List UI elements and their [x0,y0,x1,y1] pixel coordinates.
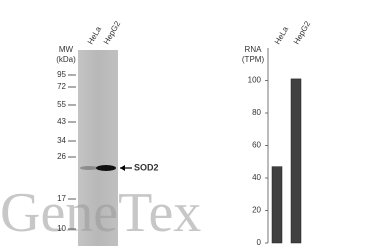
bar [290,78,302,244]
y-axis-label: RNA [245,45,263,54]
x-tick-label: HeLa [273,25,291,47]
mw-marker-label: 26 [57,152,66,161]
y-axis-label: (TPM) [242,55,265,64]
y-tick-label: 60 [252,141,261,150]
y-tick-label: 0 [257,238,262,247]
y-tick-label: 80 [252,108,261,117]
mw-marker-label: 34 [57,136,66,145]
mw-label: MW [59,45,74,54]
lane-label: HepG2 [102,19,123,46]
x-tick-label: HepG2 [292,19,313,46]
band-faint [80,166,98,170]
mw-marker-label: 72 [57,82,66,91]
band-strong [96,165,116,171]
y-tick-label: 40 [252,173,261,182]
watermark: GeneTex [0,182,201,244]
lane-label: HeLa [86,25,104,47]
kda-label: (kDa) [56,55,76,64]
blot-membrane [78,50,118,246]
mw-marker-label: 17 [57,194,66,203]
mw-marker-label: 55 [57,100,66,109]
mw-marker-label: 10 [57,224,66,233]
arrow-head [120,165,125,171]
y-tick-label: 100 [248,76,262,85]
bar [271,166,283,244]
band-label: SOD2 [134,162,159,172]
mw-marker-label: 95 [57,70,66,79]
y-tick-label: 20 [252,206,261,215]
mw-marker-label: 43 [57,117,66,126]
